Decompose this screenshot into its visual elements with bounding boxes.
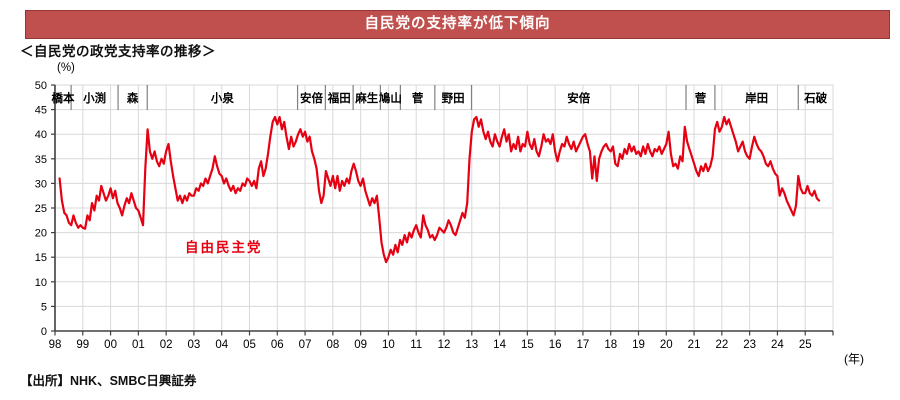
svg-text:99: 99	[76, 339, 89, 351]
svg-text:0: 0	[41, 326, 47, 338]
svg-text:20: 20	[35, 228, 47, 240]
svg-text:09: 09	[354, 339, 367, 351]
svg-text:50: 50	[35, 80, 47, 92]
svg-text:10: 10	[382, 339, 395, 351]
svg-text:08: 08	[326, 339, 339, 351]
source-note: 【出所】NHK、SMBC日興証券	[20, 374, 197, 388]
svg-text:12: 12	[438, 339, 451, 351]
svg-text:25: 25	[799, 339, 812, 351]
svg-text:35: 35	[35, 154, 47, 166]
svg-text:岸田: 岸田	[745, 91, 768, 105]
svg-text:5: 5	[41, 301, 47, 313]
svg-text:20: 20	[660, 339, 673, 351]
y-axis-unit-label: (%)	[57, 62, 75, 74]
svg-text:30: 30	[35, 178, 47, 190]
svg-text:11: 11	[410, 339, 422, 351]
svg-text:15: 15	[521, 339, 534, 351]
svg-text:07: 07	[299, 339, 312, 351]
svg-text:小渕: 小渕	[82, 91, 106, 105]
svg-text:00: 00	[104, 339, 117, 351]
svg-text:06: 06	[271, 339, 284, 351]
series-label-ldp: 自由民主党	[185, 240, 263, 255]
svg-text:野田: 野田	[442, 92, 465, 105]
svg-text:18: 18	[604, 339, 617, 351]
banner-title: 自民党の支持率が低下傾向	[25, 10, 890, 39]
svg-text:03: 03	[188, 339, 201, 351]
x-axis-unit-label: (年)	[844, 352, 864, 366]
svg-text:安倍: 安倍	[567, 91, 590, 105]
svg-text:19: 19	[632, 339, 645, 351]
svg-text:40: 40	[35, 129, 47, 141]
svg-text:麻生: 麻生	[354, 91, 378, 105]
svg-text:鳩山: 鳩山	[379, 91, 402, 105]
svg-text:石破: 石破	[803, 91, 827, 105]
line-series	[58, 115, 821, 264]
y-tick-labels: 0 5 10 15 20 25 30 35 40 45 50	[35, 80, 55, 338]
pm-labels: 橋本 小渕森小泉 安倍 福田 麻生 鳩山菅野田 安倍菅岸田 石破	[52, 91, 828, 105]
svg-text:菅: 菅	[412, 91, 424, 105]
x-tick-labels: 98 99 00 01 02 03 04 05 06 07 08 09 10 11 12 13 14 15 16 17…	[49, 331, 834, 351]
svg-text:22: 22	[715, 339, 728, 351]
svg-text:森: 森	[127, 91, 139, 105]
svg-text:04: 04	[215, 339, 228, 351]
svg-text:15: 15	[35, 252, 47, 264]
svg-text:98: 98	[49, 339, 62, 351]
svg-text:福田: 福田	[327, 91, 351, 105]
chart-heading: ＜自民党の政党支持率の推移＞	[20, 44, 216, 59]
svg-text:02: 02	[160, 339, 173, 351]
svg-text:14: 14	[493, 339, 506, 351]
svg-text:16: 16	[549, 339, 562, 351]
svg-text:25: 25	[35, 203, 47, 215]
approval-line-自由民主党	[58, 115, 821, 264]
svg-text:45: 45	[35, 105, 47, 117]
pm-dividers	[70, 85, 799, 110]
svg-text:13: 13	[465, 339, 478, 351]
svg-text:10: 10	[35, 277, 47, 289]
svg-text:23: 23	[743, 339, 756, 351]
svg-text:菅: 菅	[695, 91, 707, 105]
svg-text:橋本: 橋本	[52, 91, 75, 105]
svg-text:24: 24	[771, 339, 784, 351]
svg-text:安倍: 安倍	[300, 91, 323, 105]
svg-text:小泉: 小泉	[210, 91, 234, 105]
svg-text:01: 01	[132, 339, 145, 351]
svg-text:21: 21	[688, 339, 701, 351]
svg-text:05: 05	[243, 339, 256, 351]
svg-text:17: 17	[577, 339, 590, 351]
